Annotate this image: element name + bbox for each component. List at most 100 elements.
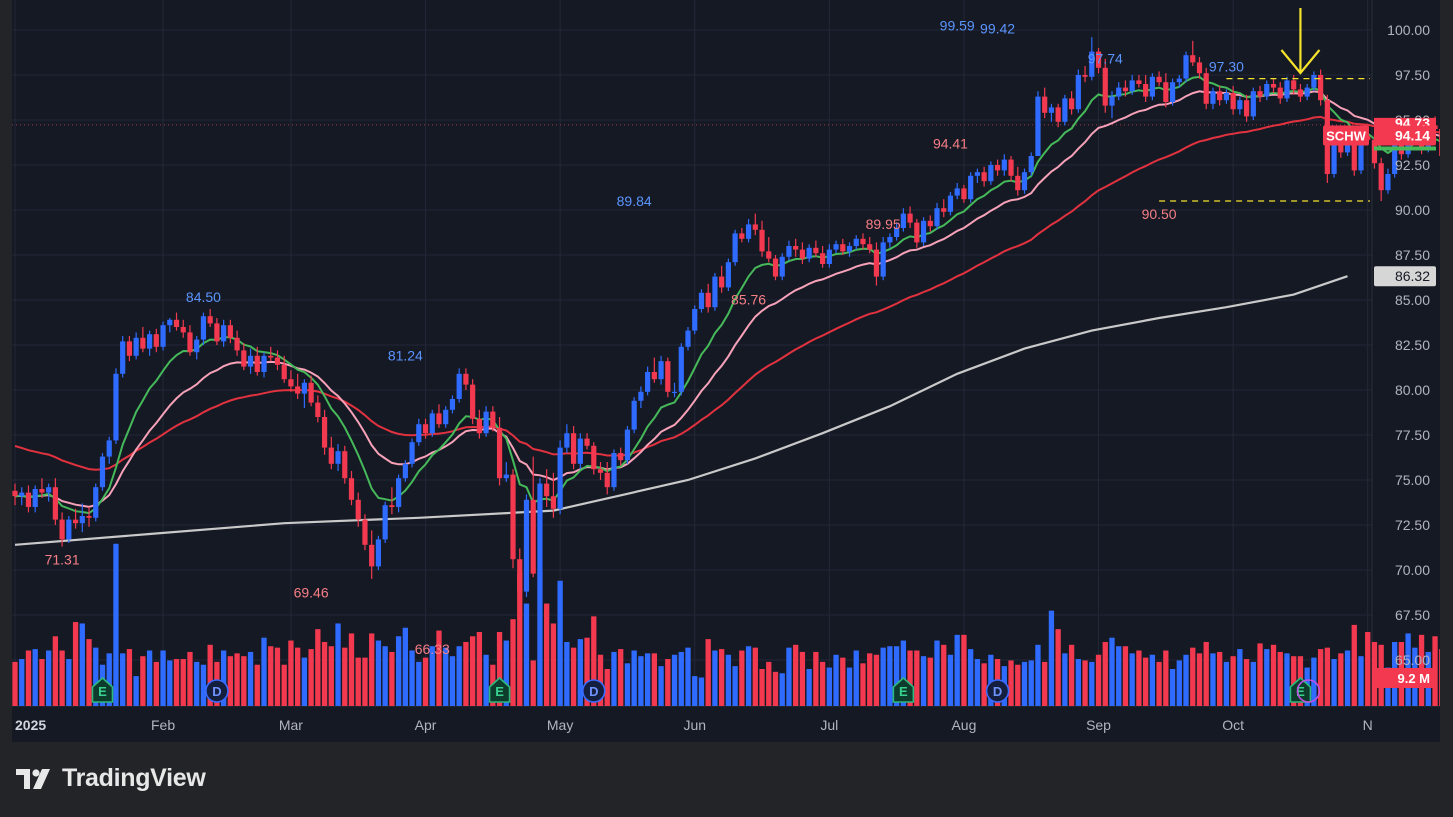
candle-body: [1015, 175, 1021, 191]
volume-bar: [382, 646, 388, 706]
volume-bar: [328, 646, 334, 706]
volume-bar: [342, 647, 348, 706]
candle-body: [389, 505, 395, 507]
volume-bar: [1095, 654, 1102, 706]
volume-bar: [167, 660, 173, 706]
candle-body: [1116, 87, 1122, 97]
earnings-event-icon[interactable]: E: [892, 676, 915, 703]
earnings-event-icon[interactable]: E: [488, 676, 511, 703]
candle-body: [846, 246, 853, 252]
volume-bar: [819, 661, 826, 706]
candle-body: [665, 361, 671, 392]
price-tick-label: 77.50: [1395, 427, 1430, 443]
candle-body: [362, 519, 368, 545]
dividend-event-icon[interactable]: D: [205, 679, 229, 703]
volume-bar: [719, 649, 725, 706]
candle-body: [645, 372, 651, 392]
candle-body: [25, 492, 32, 507]
earnings-event-icon[interactable]: E: [1289, 676, 1312, 703]
candle-body: [961, 188, 967, 200]
volume-bar: [745, 646, 752, 706]
candle-body: [1122, 87, 1129, 92]
price-axis[interactable]: 100.0097.5095.0092.5090.0087.5085.0082.5…: [1323, 22, 1436, 688]
volume-bar: [1365, 632, 1371, 706]
candle-body: [274, 357, 281, 365]
candle-body: [490, 411, 496, 428]
candle-body: [308, 382, 314, 403]
volume-bar: [1270, 644, 1277, 706]
candle-body: [348, 478, 355, 500]
volume-bar: [288, 640, 294, 706]
high-price-label: 97.74: [1088, 51, 1123, 67]
candle-body: [658, 361, 664, 380]
candle-body: [1042, 96, 1048, 113]
price-chart[interactable]: 84.50 81.24 89.84 99.59 99.42 97.74 97.30 71.31…: [12, 0, 1440, 742]
candle-body: [1338, 141, 1344, 153]
candle-body: [968, 175, 974, 200]
candle-body: [32, 489, 38, 507]
volume-bar: [793, 644, 799, 706]
volume-bar: [301, 657, 308, 706]
candle-body: [429, 413, 435, 434]
candle-body: [1082, 75, 1088, 77]
candle-body: [988, 165, 994, 182]
volume-bar: [1028, 660, 1034, 706]
volume-bar: [705, 639, 711, 706]
volume-bar: [968, 649, 974, 706]
candle-body: [369, 544, 375, 567]
volume-bar: [1358, 656, 1364, 706]
candle-body: [692, 309, 698, 331]
low-price-label: 71.31: [45, 551, 80, 567]
volume-bar: [416, 661, 422, 706]
chart-area[interactable]: 84.50 81.24 89.84 99.59 99.42 97.74 97.30 71.31…: [12, 0, 1440, 742]
candle-body: [1021, 172, 1028, 191]
candle-body: [732, 233, 738, 263]
volume-bar: [759, 669, 765, 706]
candle-body: [685, 330, 691, 347]
volume-bar: [1264, 649, 1270, 706]
volume-bar: [126, 649, 133, 706]
volume-bar: [927, 657, 933, 706]
time-tick-label: N: [1363, 717, 1373, 733]
earnings-event-icon[interactable]: E: [91, 676, 114, 703]
volume-bar: [1257, 643, 1263, 706]
price-labels: 84.50 81.24 89.84 99.59 99.42 97.74 97.30 71.31…: [45, 17, 1245, 657]
volume-bar: [261, 637, 267, 706]
candle-body: [894, 228, 900, 237]
volume-bar: [1176, 660, 1182, 706]
dividend-event-icon[interactable]: D: [985, 679, 1010, 703]
candle-body: [1392, 130, 1398, 174]
candle-body: [200, 316, 207, 340]
volume-bar: [66, 659, 72, 706]
tradingview-logo[interactable]: TradingView: [16, 764, 206, 793]
candle-body: [221, 325, 227, 342]
volume-bar: [281, 664, 287, 706]
candle-body: [1055, 107, 1061, 122]
candle-body: [712, 276, 718, 308]
candle-body: [214, 323, 220, 342]
candle-body: [806, 247, 812, 259]
candle-body: [288, 379, 294, 387]
volume-bar: [893, 646, 900, 706]
candle-body: [638, 391, 644, 401]
candle-body: [449, 399, 456, 410]
candle-body: [1264, 84, 1270, 97]
volume-bar: [752, 647, 758, 706]
volume-bar: [1243, 659, 1250, 706]
candle-body: [281, 364, 287, 380]
volume-bar: [961, 634, 967, 706]
ma-price-tag: [1374, 266, 1436, 287]
volume-bar: [766, 661, 772, 706]
volume-bar: [947, 654, 954, 706]
candle-body: [1035, 96, 1041, 156]
volume-bar: [867, 653, 873, 706]
time-axis[interactable]: 2025 Feb Mar Apr May Jun Jul Aug Sep Oct N: [15, 717, 1373, 733]
dividend-event-icon[interactable]: D: [581, 679, 606, 703]
volume-bar: [833, 654, 839, 706]
volume-bar: [496, 632, 503, 706]
volume-bar: [93, 647, 99, 706]
candle-body: [719, 276, 725, 288]
candle-body: [321, 417, 328, 448]
volume-bar: [355, 657, 361, 706]
